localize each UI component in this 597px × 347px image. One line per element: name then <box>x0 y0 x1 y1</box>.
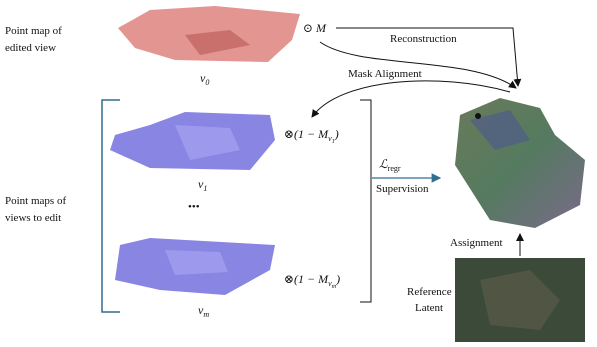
bracket <box>360 100 371 302</box>
diagram: Point map of edited view v0 ⊙ M Reconstr… <box>0 0 597 347</box>
loss-sub: regr <box>388 164 401 173</box>
caption-sub: 1 <box>203 184 207 193</box>
label: edited view <box>5 42 56 54</box>
model <box>455 98 585 228</box>
supervision: Supervision <box>376 183 429 195</box>
mask-prefix: ⊗(1 − M <box>284 127 329 141</box>
caption-sub: m <box>203 310 209 319</box>
ellipsis: ••• <box>188 201 200 213</box>
reconstruction: Reconstruction <box>390 33 457 45</box>
mask-prefix: ⊗(1 − M <box>284 272 329 286</box>
mask-term: ⊗(1 − Mvm) <box>284 272 340 290</box>
point-map-detail <box>165 250 228 275</box>
loss: ℒregr <box>379 157 401 173</box>
caption-sub: 0 <box>205 78 209 87</box>
mask-term: ⊗(1 − Mv1) <box>284 127 339 145</box>
caption: v1 <box>198 177 207 193</box>
label: views to edit <box>5 212 61 224</box>
caption: v0 <box>200 71 209 87</box>
assignment: Assignment <box>450 237 503 249</box>
caption: vm <box>198 303 209 319</box>
mask-op: ⊙ M <box>303 21 327 35</box>
reference: Latent <box>415 302 443 314</box>
label: Point maps of <box>5 195 66 207</box>
mask-alignment: Mask Alignment <box>348 68 422 80</box>
reference: Reference <box>407 286 452 298</box>
mask-suffix: ) <box>334 127 339 141</box>
loss-base: ℒ <box>379 157 388 171</box>
mask-suffix: ) <box>335 272 340 286</box>
label: Point map of <box>5 25 62 37</box>
model-detail <box>475 113 481 119</box>
